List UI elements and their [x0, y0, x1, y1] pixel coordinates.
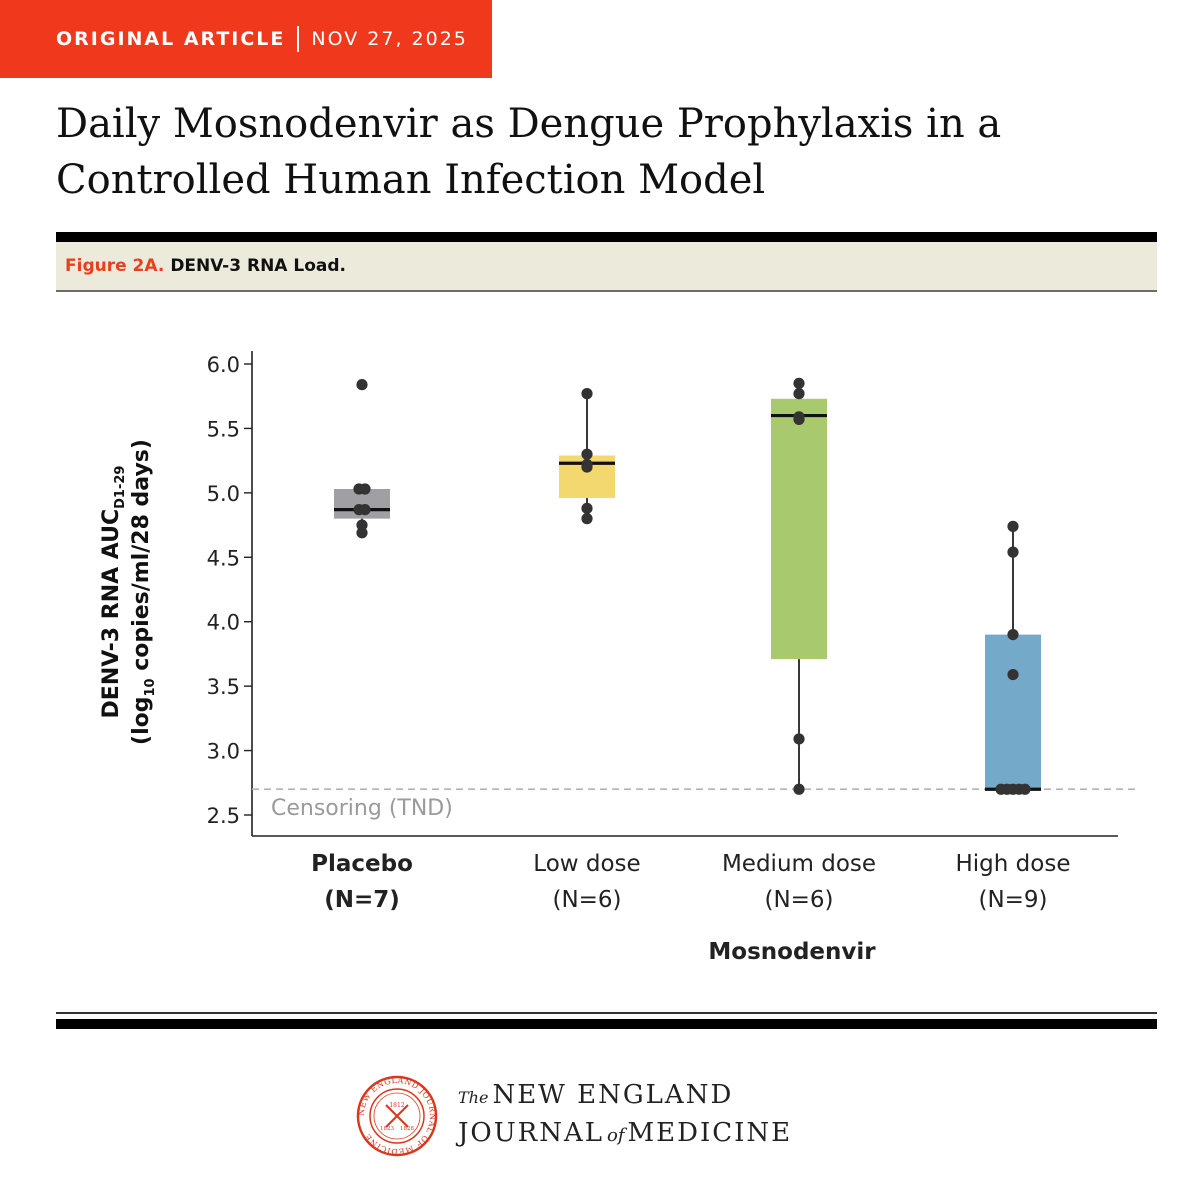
top-rule: [56, 232, 1157, 242]
y-tick-label: 5.5: [207, 417, 240, 441]
y-axis-title-main: DENV-3 RNA AUC: [99, 509, 124, 719]
y-axis-title-line2-pre: (log: [129, 696, 154, 744]
x-label-n: (N=6): [552, 887, 621, 913]
y-tick-label: 3.5: [207, 675, 240, 699]
data-point: [581, 461, 593, 473]
x-label-name: Low dose: [533, 851, 640, 877]
journal-the: The: [458, 1088, 489, 1107]
group-label-mosnodenvir: Mosnodenvir: [708, 939, 876, 965]
y-tick-label: 4.0: [207, 611, 240, 635]
box-placebo: [334, 379, 390, 539]
data-point: [793, 783, 805, 795]
svg-text:1812: 1812: [389, 1102, 404, 1109]
x-label-name: High dose: [956, 851, 1071, 877]
svg-text:(log10 copies/ml/28 days): (log10 copies/ml/28 days): [129, 439, 158, 745]
journal-line2a: JOURNAL: [458, 1118, 605, 1148]
x-label-n: (N=7): [324, 887, 400, 913]
journal-footer: NEW ENGLAND JOURNAL OF MEDICINE 1812 182…: [356, 1075, 916, 1157]
box-high-dose: [985, 520, 1041, 795]
censoring-line-group: Censoring (TND): [252, 788, 1140, 821]
censoring-label: Censoring (TND): [271, 796, 453, 821]
data-point: [356, 527, 368, 539]
data-point: [581, 513, 593, 525]
y-tick-label: 3.0: [207, 740, 240, 764]
article-category: ORIGINAL ARTICLE: [56, 28, 286, 50]
banner-divider: [297, 26, 300, 52]
figure-caption: DENV-3 RNA Load.: [170, 256, 346, 276]
svg-text:1823: 1823: [380, 1126, 394, 1132]
data-point: [793, 388, 805, 400]
y-tick-label: 4.5: [207, 546, 240, 570]
figure-caption-bar: Figure 2A. DENV-3 RNA Load.: [56, 242, 1157, 292]
svg-text:1828: 1828: [400, 1126, 414, 1132]
data-point: [793, 377, 805, 389]
data-point: [793, 413, 805, 426]
data-point: [581, 388, 593, 400]
journal-of: of: [607, 1125, 625, 1146]
article-title: Daily Mosnodenvir as Dengue Prophylaxis …: [56, 101, 1002, 203]
data-point: [793, 733, 805, 745]
x-label-name: Medium dose: [722, 851, 876, 877]
boxes: [334, 377, 1041, 795]
svg-text:DENV-3 RNA AUCD1-29: DENV-3 RNA AUCD1-29: [99, 466, 128, 719]
data-point: [356, 379, 368, 391]
bottom-thin-rule: [56, 1012, 1157, 1014]
data-point: [359, 483, 371, 495]
article-date: NOV 27, 2025: [311, 28, 468, 50]
y-tick-label: 6.0: [207, 353, 240, 377]
bottom-thick-rule: [56, 1019, 1157, 1029]
x-label-n: (N=6): [764, 887, 833, 913]
x-label-n: (N=9): [978, 887, 1047, 913]
article-type-banner: ORIGINAL ARTICLE NOV 27, 2025: [0, 0, 492, 78]
box-medium-dose: [771, 377, 827, 795]
x-label-name: Placebo: [311, 851, 413, 877]
data-point: [1007, 520, 1019, 532]
iqr-box: [771, 398, 827, 660]
journal-name: The NEW ENGLAND JOURNAL of MEDICINE: [458, 1079, 792, 1155]
axes: 2.5 3.0 3.5 4.0 4.5 5.0 5.5 6.0: [207, 351, 1118, 837]
data-point: [581, 502, 593, 514]
y-axis-title-line2-sub: 10: [143, 678, 158, 696]
nejm-seal-logo: NEW ENGLAND JOURNAL OF MEDICINE 1812 182…: [356, 1075, 438, 1157]
journal-line2b: MEDICINE: [627, 1118, 793, 1148]
data-point: [359, 504, 371, 516]
box-low-dose: [559, 388, 615, 525]
x-axis-labels: Placebo (N=7) Low dose (N=6) Medium dose (N=6…: [311, 851, 1070, 965]
y-axis-title-line2-post: copies/ml/28 days): [129, 439, 154, 678]
box-plot-chart: DENV-3 RNA AUCD1-29 (log10 copies/ml/28 …: [99, 351, 1140, 965]
y-tick-label: 2.5: [207, 804, 240, 828]
data-point: [1007, 546, 1019, 558]
figure-label: Figure 2A.: [65, 256, 165, 276]
y-tick-label: 5.0: [207, 482, 240, 506]
y-axis-title-sub: D1-29: [113, 466, 128, 509]
data-point: [1019, 783, 1031, 795]
data-point: [1007, 629, 1019, 641]
data-point: [581, 448, 593, 460]
journal-line1: NEW ENGLAND: [492, 1080, 734, 1110]
data-point: [356, 519, 368, 531]
data-point: [1007, 668, 1019, 681]
y-axis-title: DENV-3 RNA AUCD1-29 (log10 copies/ml/28 …: [99, 439, 158, 745]
iqr-box: [985, 634, 1041, 790]
